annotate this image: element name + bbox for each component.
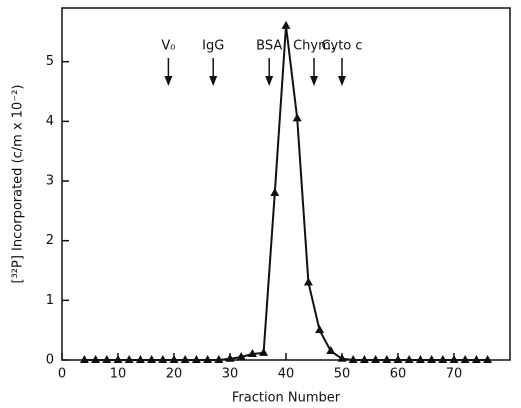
annotation-label: BSA xyxy=(256,39,282,54)
data-point xyxy=(158,355,168,363)
data-point xyxy=(371,355,381,363)
data-point xyxy=(191,355,201,363)
arrow-head xyxy=(265,76,274,86)
arrow-head xyxy=(164,76,173,86)
data-line xyxy=(84,25,488,361)
plot-frame xyxy=(61,7,511,361)
data-point xyxy=(124,355,134,363)
x-tick-label: 40 xyxy=(278,367,295,382)
y-tick-label: 1 xyxy=(46,293,54,308)
data-point xyxy=(236,352,246,361)
data-point xyxy=(337,353,347,362)
annotation-label: V₀ xyxy=(161,39,175,54)
x-tick-label: 0 xyxy=(58,367,66,382)
arrow-head xyxy=(310,76,318,86)
data-point xyxy=(91,355,101,363)
data-point xyxy=(382,355,392,363)
data-point xyxy=(270,187,280,196)
annotation-label: Chym. xyxy=(293,39,335,54)
data-point xyxy=(404,355,414,363)
data-point xyxy=(169,355,179,363)
data-point xyxy=(471,355,481,363)
data-point xyxy=(147,355,157,363)
x-tick-label: 30 xyxy=(222,367,239,382)
data-point xyxy=(438,355,448,363)
data-point xyxy=(214,355,224,363)
y-tick-label: 2 xyxy=(46,233,54,248)
data-point xyxy=(180,355,190,363)
data-point xyxy=(113,355,123,363)
arrow-head xyxy=(338,76,346,86)
arrow-head xyxy=(209,76,218,86)
y-axis-label: [³²P] Incorporated (c/m x 10⁻²) xyxy=(11,85,26,284)
y-tick-label: 0 xyxy=(46,353,54,368)
x-axis-label: Fraction Number xyxy=(232,391,341,406)
data-point xyxy=(326,346,336,355)
data-point xyxy=(449,355,459,363)
data-point xyxy=(79,355,89,363)
data-point xyxy=(483,355,493,363)
x-tick-label: 20 xyxy=(166,367,183,382)
data-point xyxy=(281,20,291,29)
data-point xyxy=(102,355,112,363)
data-point xyxy=(303,277,313,286)
data-point xyxy=(259,347,269,356)
annotation-label: Cyto c xyxy=(321,39,362,54)
data-point xyxy=(393,355,403,363)
x-tick-label: 70 xyxy=(446,367,463,382)
data-point xyxy=(203,355,213,363)
y-tick-label: 4 xyxy=(46,114,54,129)
x-tick-label: 50 xyxy=(334,367,351,382)
data-point xyxy=(315,325,325,334)
data-point xyxy=(415,355,425,363)
data-point xyxy=(135,355,145,363)
y-tick-label: 3 xyxy=(46,174,54,189)
x-tick-label: 60 xyxy=(390,367,407,382)
y-tick-label: 5 xyxy=(46,54,54,69)
data-point xyxy=(427,355,437,363)
data-point xyxy=(225,353,235,362)
data-point xyxy=(359,355,369,363)
data-point xyxy=(247,349,257,358)
data-point xyxy=(460,355,470,363)
data-point xyxy=(348,355,358,363)
x-tick-label: 10 xyxy=(110,367,127,382)
data-point xyxy=(292,113,302,122)
annotation-label: IgG xyxy=(202,39,224,54)
